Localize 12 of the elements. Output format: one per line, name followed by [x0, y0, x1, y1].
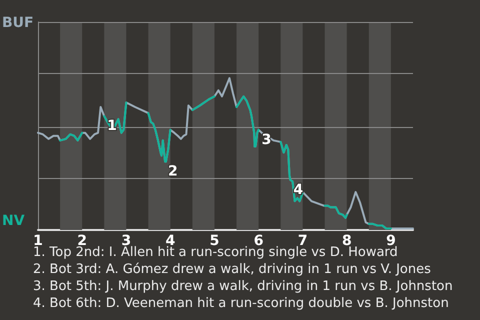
text: 3. Bot 5th: J. Murphy drew a walk, driving in 1 run vs B. Johnston: [33, 279, 453, 294]
x-tick-label: 7: [298, 233, 308, 249]
x-tick-label: 6: [254, 233, 264, 249]
annotation: 1: [107, 118, 117, 134]
text: 2. Bot 3rd: A. Gómez drew a walk, driving in 1 run vs V. Jones: [33, 262, 432, 277]
x-tick-label: 5: [210, 233, 220, 249]
text: BUF: [2, 15, 34, 31]
annotation: 4: [293, 182, 304, 198]
text: 4. Bot 6th: D. Veeneman hit a run-scoring double vs B. Johnston: [33, 296, 449, 311]
annotation: 3: [262, 132, 272, 148]
text: NV: [2, 213, 25, 229]
annotation: 2: [168, 164, 178, 180]
